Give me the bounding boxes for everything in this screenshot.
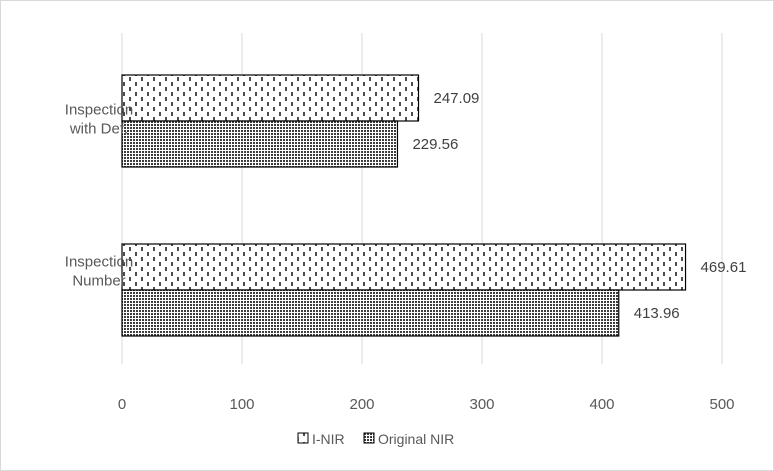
legend-label: Original NIR bbox=[378, 431, 454, 447]
bar-original-nir bbox=[122, 121, 397, 167]
x-tick-label: 200 bbox=[349, 396, 374, 413]
x-tick-label: 0 bbox=[118, 396, 126, 413]
data-label: 247.09 bbox=[434, 90, 480, 107]
data-label: 413.96 bbox=[634, 305, 680, 322]
category-label: Inspection bbox=[65, 254, 133, 271]
bar-i-nir bbox=[122, 75, 419, 121]
category-label: Number bbox=[72, 273, 125, 290]
legend-label: I-NIR bbox=[312, 431, 345, 447]
x-tick-label: 500 bbox=[709, 396, 734, 413]
x-tick-label: 100 bbox=[229, 396, 254, 413]
x-tick-label: 300 bbox=[469, 396, 494, 413]
legend-swatch bbox=[298, 433, 308, 443]
bar-original-nir bbox=[122, 290, 619, 336]
category-label: with Def. bbox=[69, 121, 128, 138]
legend-swatch bbox=[364, 433, 374, 443]
data-label: 469.61 bbox=[701, 259, 747, 276]
legend: I-NIR Original NIR bbox=[298, 431, 454, 447]
bars bbox=[122, 75, 686, 336]
data-label: 229.56 bbox=[412, 136, 458, 153]
x-tick-label: 400 bbox=[589, 396, 614, 413]
category-label: Inspection bbox=[65, 102, 133, 119]
bar-i-nir bbox=[122, 244, 686, 290]
